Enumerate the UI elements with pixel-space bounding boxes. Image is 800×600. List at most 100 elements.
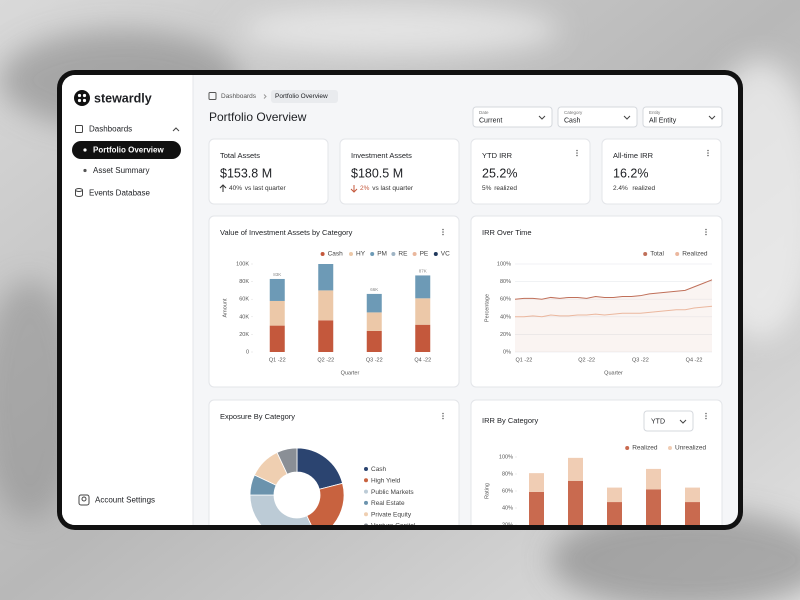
legend-label: PE xyxy=(420,251,429,258)
filter-dropdown[interactable] xyxy=(642,106,723,128)
menu-dot xyxy=(707,154,709,157)
legend-swatch xyxy=(675,252,680,256)
bar-segment xyxy=(685,502,700,525)
nav-item[interactable]: Asset Summary xyxy=(93,166,149,175)
bar-segment xyxy=(366,312,382,331)
y-tick-label: 40% xyxy=(500,314,511,320)
icon xyxy=(208,92,217,100)
menu-dot xyxy=(576,154,578,157)
y-tick-label: 40% xyxy=(502,505,513,511)
bar-segment xyxy=(607,487,622,503)
legend-swatch xyxy=(364,512,368,517)
menu-dot xyxy=(705,415,707,417)
bar-segment xyxy=(415,275,431,299)
menu-dot xyxy=(707,149,709,152)
menu-dot xyxy=(705,228,707,231)
bar-segment xyxy=(269,300,285,326)
icon xyxy=(75,125,83,133)
menu-dot xyxy=(442,415,444,417)
legend-swatch xyxy=(349,252,353,256)
chevron xyxy=(538,115,546,120)
kpi-title: YTD IRR xyxy=(482,151,513,160)
filter-label: Entity xyxy=(649,110,661,115)
kpi-value: $153.8 M xyxy=(220,166,272,180)
card xyxy=(208,138,329,205)
filter-dropdown[interactable] xyxy=(557,106,638,128)
kpi-value: 25.2% xyxy=(482,166,517,180)
kpi-title: Total Assets xyxy=(220,151,260,160)
total-label: 83K xyxy=(273,272,281,277)
kpi-change: 2% xyxy=(360,185,370,192)
active-pill[interactable] xyxy=(72,141,181,159)
icon xyxy=(75,190,83,197)
legend-label: Public Markets xyxy=(371,489,414,496)
menu-dot xyxy=(707,152,709,154)
filter-label: Category xyxy=(564,110,583,115)
legend-label: Cash xyxy=(371,466,387,473)
dropdown-value: YTD xyxy=(651,418,665,425)
kpi-note: vs last quarter xyxy=(245,185,287,192)
filter-dropdown[interactable] xyxy=(472,106,553,128)
bar-segment xyxy=(646,468,661,490)
legend-swatch xyxy=(433,252,438,256)
icon xyxy=(78,494,90,506)
bar-segment xyxy=(318,290,334,321)
y-tick-label: 100K xyxy=(236,261,249,267)
kpi-change: 5% xyxy=(482,185,492,192)
legend-label: Unrealized xyxy=(675,445,706,452)
line xyxy=(515,305,713,318)
bar-segment xyxy=(568,457,583,481)
nav-item[interactable]: Events Database xyxy=(89,189,150,198)
icon xyxy=(81,496,87,502)
y-tick-label: 0% xyxy=(503,349,511,355)
legend-label: Real Estate xyxy=(371,500,405,507)
legend-label: Venture Capital xyxy=(371,523,416,530)
bullet xyxy=(83,168,87,173)
page-title: Portfolio Overview xyxy=(209,110,307,124)
logo xyxy=(74,90,90,106)
change-arrow xyxy=(219,184,227,192)
separator xyxy=(263,94,267,99)
dropdown[interactable] xyxy=(643,410,694,432)
chevron xyxy=(708,115,716,120)
kpi-note: vs last quarter xyxy=(372,185,414,192)
legend-swatch xyxy=(643,252,648,256)
breadcrumb[interactable]: Dashboards xyxy=(221,93,257,100)
y-tick-label: 40K xyxy=(239,314,249,320)
donut-slice xyxy=(306,482,345,525)
legend-swatch xyxy=(370,252,375,256)
filter-label: Date xyxy=(479,110,489,115)
y-tick-label: 60% xyxy=(500,297,511,303)
nav-item-active[interactable]: Portfolio Overview xyxy=(93,146,164,155)
x-tick-label: Q1 -22 xyxy=(516,357,533,363)
chevron xyxy=(679,419,687,424)
legend-swatch xyxy=(668,446,672,450)
x-tick-label: Q2 -22 xyxy=(317,357,334,363)
bar-segment xyxy=(318,320,334,352)
bar-segment xyxy=(685,487,700,503)
y-tick-label: 80K xyxy=(239,279,249,285)
y-tick-label: 60% xyxy=(502,488,513,494)
menu-dot xyxy=(705,412,707,415)
legend-swatch xyxy=(364,500,368,505)
account-settings[interactable]: Account Settings xyxy=(95,496,155,505)
chart-title: IRR Over Time xyxy=(482,228,532,237)
bar-segment xyxy=(415,298,431,325)
y-tick-label: 80% xyxy=(500,279,511,285)
legend-swatch xyxy=(625,446,630,450)
y-tick-label: 80% xyxy=(502,471,513,477)
breadcrumb: Portfolio Overview xyxy=(275,93,328,100)
menu-dot xyxy=(576,152,578,154)
card xyxy=(339,138,460,205)
legend-label: HY xyxy=(356,251,366,258)
donut-slice xyxy=(249,494,318,525)
bar-segment xyxy=(269,325,285,352)
legend-label: Realized xyxy=(632,445,658,452)
menu-dot xyxy=(705,417,707,420)
y-axis-label: Rating xyxy=(484,483,490,499)
y-tick-label: 20K xyxy=(239,332,249,338)
nav-item[interactable]: Dashboards xyxy=(89,125,132,134)
card xyxy=(470,215,723,388)
legend-label: VC xyxy=(441,251,450,258)
